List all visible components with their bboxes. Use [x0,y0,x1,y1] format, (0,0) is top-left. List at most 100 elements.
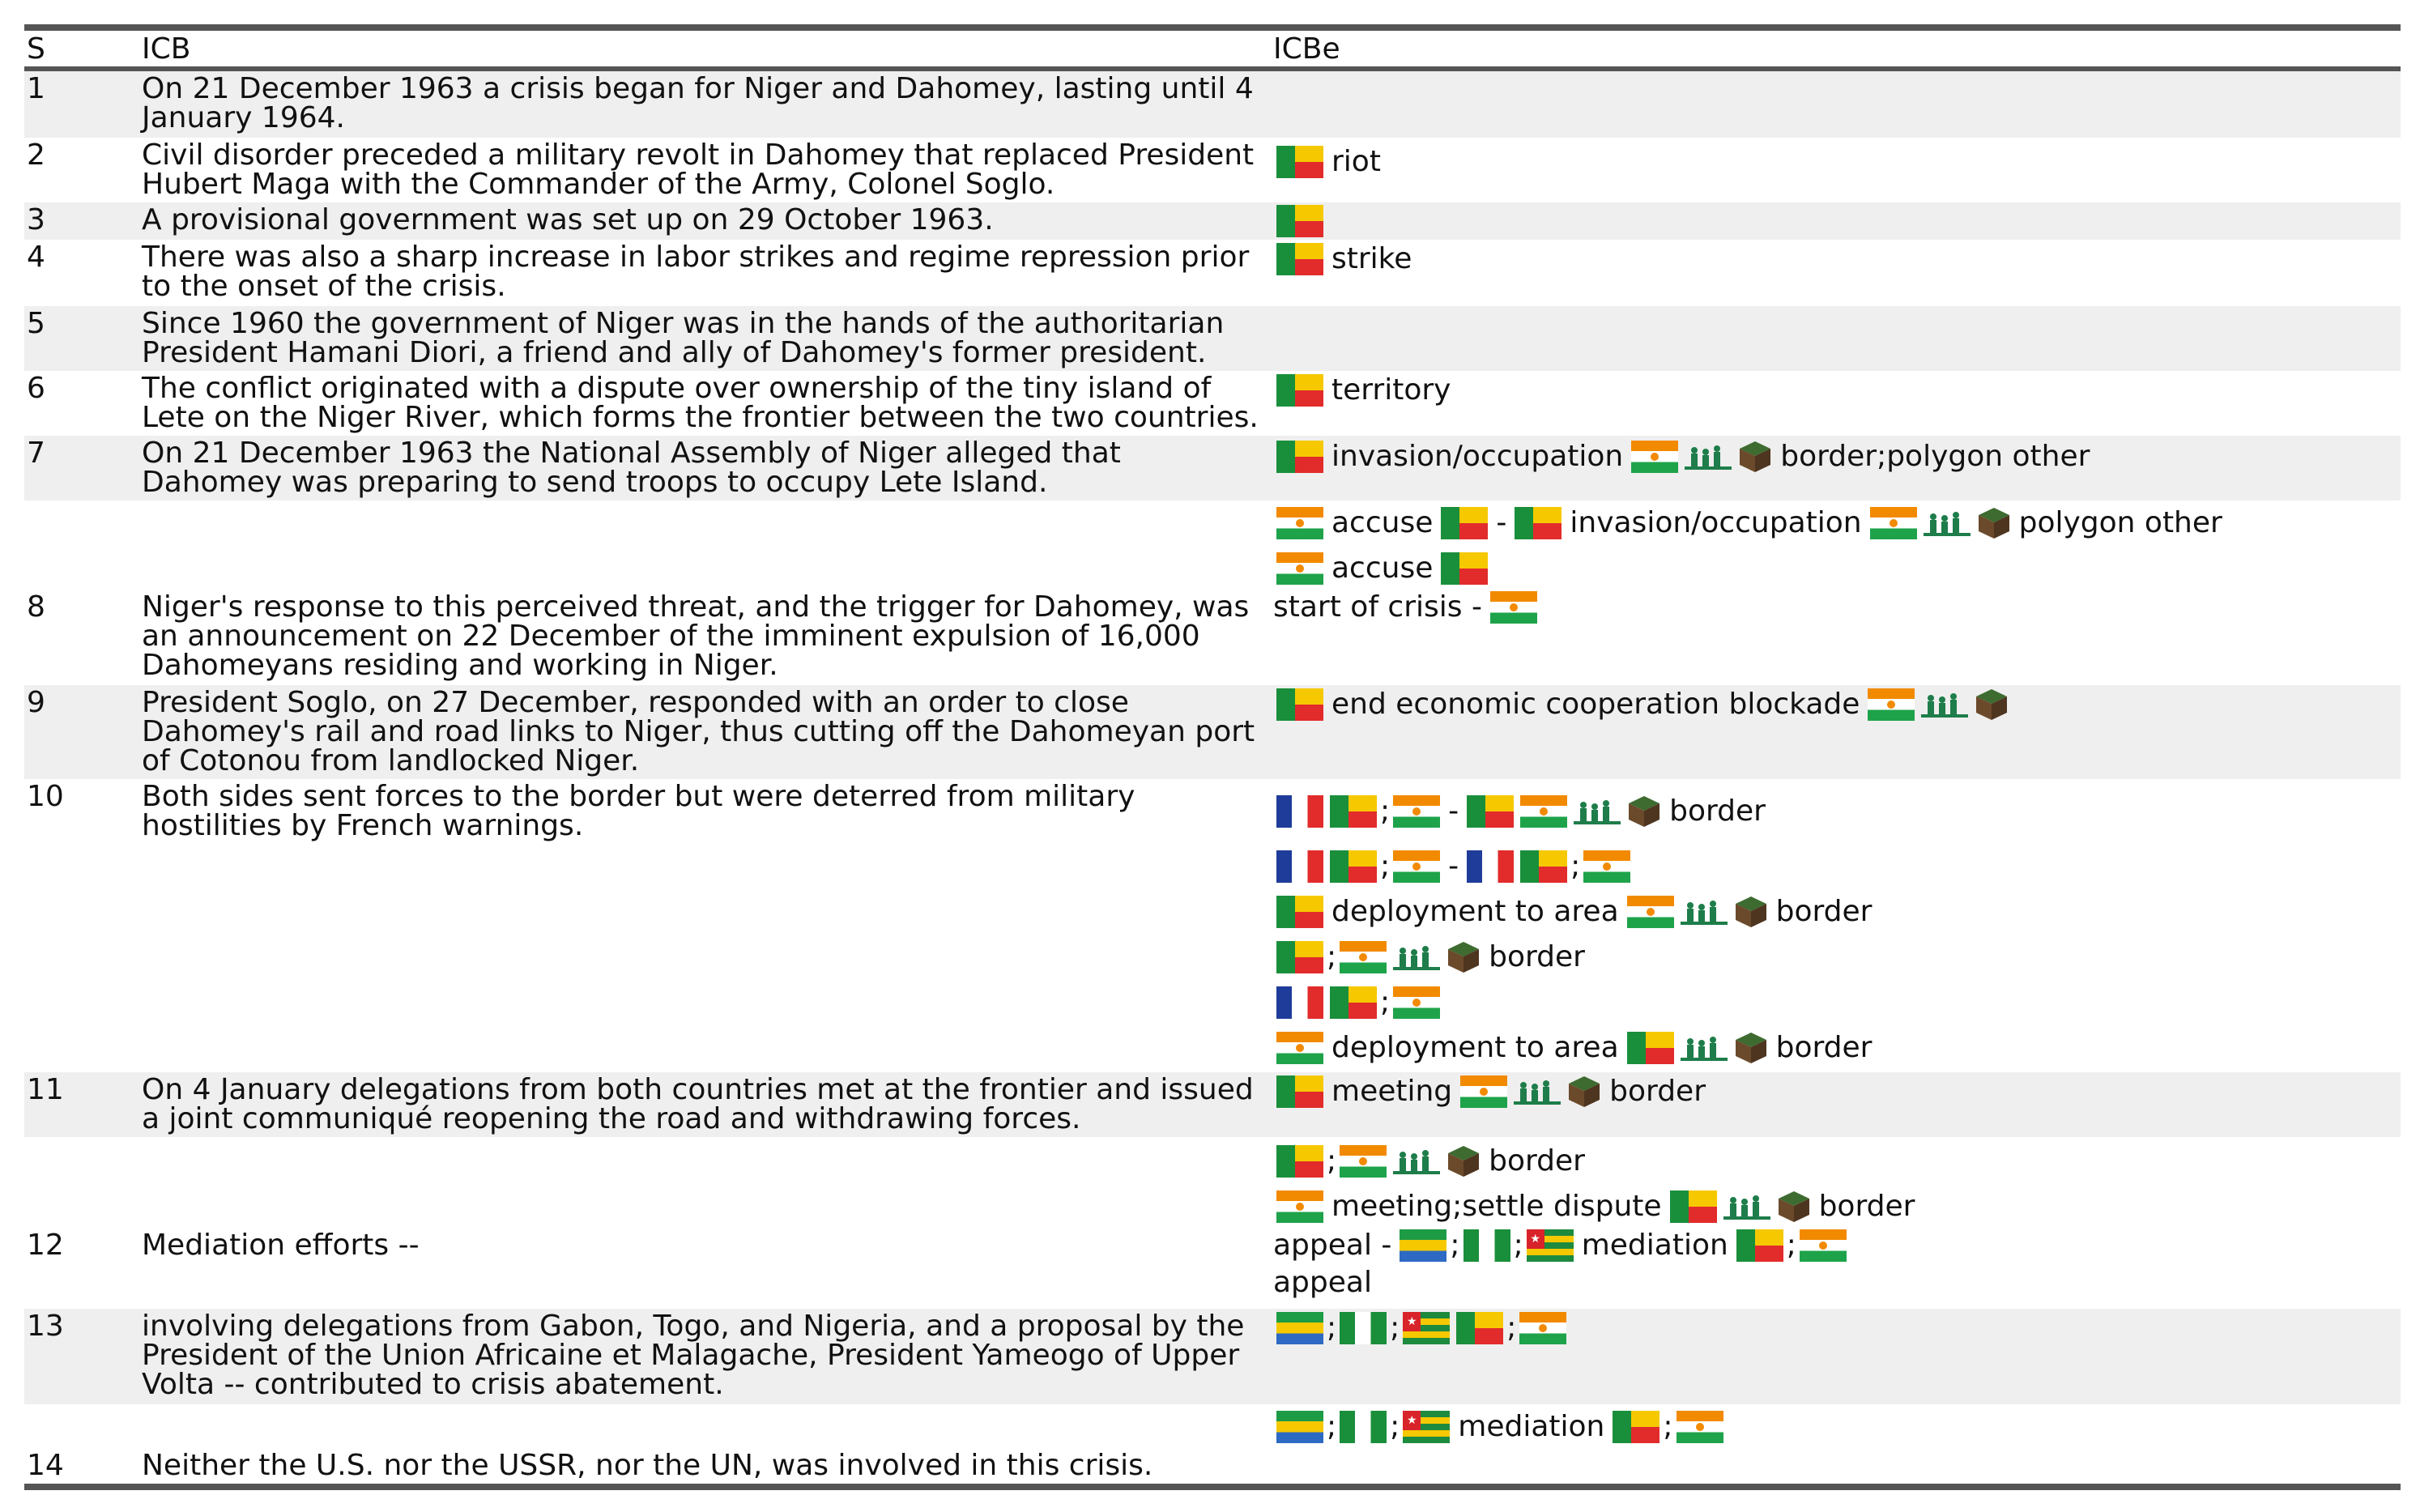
icb-line: President Soglo, on 27 December, respond… [142,686,1129,719]
icb-line: President Hamani Diori, a friend and all… [142,336,1207,369]
benin-flag-icon [1276,243,1323,275]
terrain-block-icon [1735,1033,1766,1063]
event-label: appeal - [1273,1229,1392,1262]
table-row: 9 President Soglo, on 27 December, respo… [24,685,2401,779]
niger-flag-icon [1626,896,1674,928]
benin-flag-icon [1276,205,1323,237]
table-row: 10 Both sides sent forces to the border … [24,779,2401,1072]
benin-flag-icon [1330,795,1377,828]
icb-text: On 21 December 1963 a crisis began for N… [142,75,1288,133]
icb-line: January 1964. [142,101,345,134]
soldiers-icon [1393,1150,1441,1174]
icbe-cell: invasion/occupation border;polygon other [1273,434,2391,479]
event-label: territory [1331,373,1451,407]
niger-flag-icon [1393,850,1441,883]
benin-flag-icon [1276,1145,1323,1178]
icb-text: President Soglo, on 27 December, respond… [142,688,1288,776]
france-flag-icon [1276,795,1323,828]
row-number: 1 [27,72,45,105]
row-number: 14 [27,1449,64,1482]
row-number: 9 [27,686,45,719]
terrain-block-icon [1976,689,2008,720]
icb-line: Lete on the Niger River, which forms the… [142,401,1259,434]
terrain-block-icon [1448,1146,1480,1177]
icb-text: involving delegations from Gabon, Togo, … [142,1312,1288,1399]
soldiers-icon [1514,1080,1561,1105]
header-icb: ICB [142,32,191,66]
niger-flag-icon [1276,552,1323,585]
separator: ; [1663,1410,1673,1443]
terrain-block-icon [1735,897,1766,927]
icb-line: The conflict originated with a dispute o… [142,372,1212,405]
event-label: border [1609,1075,1706,1108]
separator: ; [1513,1229,1523,1262]
icbe-cell: riot [1273,139,2391,185]
row-number: 3 [27,203,45,236]
benin-flag-icon [1515,507,1562,539]
benin-flag-icon [1276,441,1323,473]
event-label: meeting [1331,1075,1453,1108]
table-row: 8 Niger's response to this perceived thr… [24,590,2401,685]
event-label: mediation [1458,1410,1605,1443]
icbe-cell: ;; ; [1273,1305,2391,1351]
table-row: 7 On 21 December 1963 the National Assem… [24,436,2401,500]
event-label: border [1669,794,1766,828]
icb-text: A provisional government was set up on 2… [142,206,1288,235]
niger-flag-icon [1276,1190,1323,1223]
row-number: 7 [27,437,45,470]
separator: ; [1390,1410,1400,1443]
benin-flag-icon [1467,795,1515,828]
benin-flag-icon [1456,1312,1504,1344]
icbe-cell: ;; mediation ; [1273,1404,2391,1450]
benin-flag-icon [1276,896,1323,928]
niger-flag-icon [1869,507,1917,539]
event-label: border;polygon other [1780,440,2090,473]
nigeria-flag-icon [1340,1312,1387,1344]
icb-line: Neither the U.S. nor the USSR, nor the U… [142,1449,1153,1482]
separator: ; [1506,1311,1517,1344]
separator: - [1496,506,1507,539]
row-number: 12 [27,1229,64,1262]
terrain-block-icon [1629,796,1660,827]
icbe-cell: ; border meeting;settle dispute border [1273,1139,2391,1229]
icbe-cell: territory [1273,368,2391,413]
icb-line: Civil disorder preceded a military revol… [142,138,1255,172]
icb-line: There was also a sharp increase in labor… [142,241,1250,274]
icb-line: Mediation efforts -- [142,1229,420,1262]
icb-text: On 21 December 1963 the National Assembl… [142,439,1288,497]
separator: ; [1327,1410,1337,1443]
icbe-cell: strike [1273,236,2391,282]
separator: ; [1380,850,1391,883]
icb-text: The conflict originated with a dispute o… [142,374,1288,432]
icb-line: involving delegations from Gabon, Togo, … [142,1310,1245,1343]
separator: ; [1380,986,1391,1019]
togo-flag-icon [1526,1229,1574,1262]
benin-flag-icon [1276,374,1323,407]
france-flag-icon [1467,850,1515,883]
benin-flag-icon [1441,552,1489,585]
benin-flag-icon [1441,507,1489,539]
table-row: ;; mediation ; [24,1404,2401,1453]
icb-line: Hubert Maga with the Commander of the Ar… [142,168,1055,201]
nigeria-flag-icon [1463,1229,1510,1262]
event-label: deployment to area [1331,1031,1619,1064]
niger-flag-icon [1340,1145,1387,1178]
benin-flag-icon [1276,146,1323,178]
icb-line: hostilities by French warnings. [142,809,584,842]
icb-line: Niger's response to this perceived threa… [142,590,1250,624]
table-row: 6 The conflict originated with a dispute… [24,371,2401,436]
soldiers-icon [1680,1037,1728,1061]
niger-flag-icon [1393,795,1441,828]
icb-text: Since 1960 the government of Niger was i… [142,309,1288,368]
niger-flag-icon [1631,441,1679,473]
row-number: 6 [27,372,45,405]
event-label: accuse [1331,506,1434,539]
header-bottom-rule [24,66,2401,71]
icb-line: Volta -- contributed to crisis abatement… [142,1368,724,1401]
event-label: invasion/occupation [1331,440,1624,473]
nigeria-flag-icon [1340,1411,1387,1443]
icb-line: Dahomey's rail and road links to Niger, … [142,715,1255,748]
icbe-cell: end economic cooperation blockade [1273,682,2391,727]
table-top-rule [24,24,2401,31]
togo-flag-icon [1403,1312,1451,1344]
